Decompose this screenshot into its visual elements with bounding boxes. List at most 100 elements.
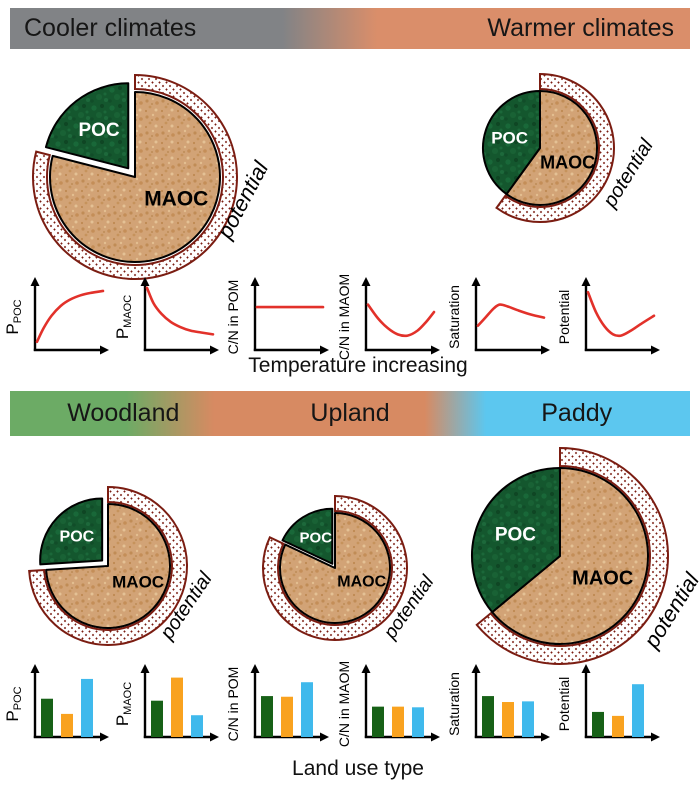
upland-potential-ring (262, 494, 408, 641)
bar-woodland (41, 698, 53, 737)
bar-paddy (301, 682, 314, 737)
upland-label: Upland (310, 399, 390, 427)
bar-upland (391, 706, 404, 737)
paddy-poc-slice (470, 467, 561, 614)
cooler-maoc-sector (49, 91, 221, 263)
trend-curve (366, 303, 435, 338)
x-axis-arrow (430, 345, 440, 355)
bar-chart-p-maoc: PMAOC (113, 664, 220, 742)
landuse-axis-label: Land use type (292, 757, 424, 780)
bar-woodland (591, 711, 604, 737)
line-chart-cn-in-maom: C/N in MAOM (336, 274, 440, 360)
x-axis-arrow (210, 345, 220, 355)
bar-upland (501, 702, 514, 737)
temperature-axis-label: Temperature increasing (248, 354, 468, 377)
trend-curve (145, 286, 215, 336)
line-chart-saturation: Saturation (446, 277, 550, 355)
bar-paddy (191, 715, 204, 737)
bar-upland (611, 715, 624, 737)
y-axis-arrow (361, 664, 371, 673)
y-axis-label: Potential (556, 290, 572, 344)
y-axis-label: C/N in POM (225, 280, 241, 355)
y-axis-label: Potential (556, 677, 572, 731)
paddy-maoc-label: MAOC (572, 568, 633, 590)
warmer-poc-label: POC (491, 129, 528, 148)
bar-woodland (261, 696, 274, 737)
landuse-gradient-banner: Woodland Upland Paddy (10, 391, 690, 436)
cooler-climates-label: Cooler climates (24, 14, 197, 42)
cooler-poc-label: POC (78, 120, 119, 141)
bar-chart-p-poc: PPOC (3, 664, 109, 742)
woodland-maoc-label: MAOC (112, 573, 164, 592)
trend-curve (476, 303, 546, 327)
y-axis-label: Saturation (446, 285, 462, 349)
bar-upland (171, 677, 184, 737)
warmer-climates-label: Warmer climates (487, 14, 674, 42)
y-axis-arrow (250, 277, 260, 286)
y-axis-label: Saturation (446, 672, 462, 736)
woodland-label: Woodland (67, 399, 180, 427)
x-axis-arrow (540, 345, 550, 355)
trend-curve (35, 289, 105, 344)
y-axis-arrow (471, 277, 481, 286)
y-axis-arrow (581, 277, 591, 286)
bar-upland (281, 696, 294, 737)
trend-curve (586, 290, 656, 338)
bar-upland (61, 713, 73, 737)
y-axis-label: PPOC (3, 299, 24, 334)
bar-paddy (411, 707, 424, 737)
line-chart-cn-in-pom: C/N in POM (225, 277, 330, 355)
y-axis-label: PMAOC (113, 682, 134, 726)
bar-paddy (81, 678, 93, 737)
y-axis-arrow (471, 664, 481, 673)
paddy-poc-label: POC (495, 525, 536, 546)
x-axis-arrow (650, 345, 660, 355)
woodland-maoc-sector (45, 503, 171, 629)
y-axis-label: PMAOC (113, 295, 134, 339)
y-axis-label: C/N in MAOM (336, 274, 352, 360)
woodland-poc-slice (39, 497, 104, 566)
line-chart-p-maoc: PMAOC (113, 277, 220, 355)
y-axis-arrow (30, 277, 40, 286)
bar-woodland (151, 700, 164, 737)
upland-maoc-sector (278, 512, 391, 624)
x-axis-arrow (540, 732, 550, 742)
y-axis-arrow (140, 277, 150, 286)
bar-woodland (371, 706, 384, 737)
y-axis-arrow (30, 664, 40, 673)
upland-maoc-label: MAOC (337, 574, 386, 591)
x-axis-arrow (320, 345, 330, 355)
bar-paddy (631, 684, 644, 737)
climate-gradient-banner: Cooler climates Warmer climates (10, 8, 690, 49)
paddy-label: Paddy (541, 399, 613, 427)
y-axis-label: C/N in POM (225, 667, 241, 742)
warmer-maoc-label: MAOC (540, 153, 595, 173)
paddy-potential-ring (475, 446, 669, 665)
cooler-maoc-label: MAOC (144, 187, 208, 210)
cooler-potential-ring (31, 73, 238, 280)
bar-chart-potential: Potential (556, 664, 660, 742)
bar-chart-cn-in-pom: C/N in POM (225, 664, 330, 742)
landuse-bar-chart-row: PPOC PMAOC C/N in POM C/N in MAOM Satura… (3, 661, 660, 755)
paddy-maoc-sector (491, 467, 649, 645)
bar-paddy (521, 701, 534, 737)
bar-chart-cn-in-maom: C/N in MAOM (336, 661, 440, 747)
line-chart-potential: Potential (556, 277, 660, 355)
bar-woodland (481, 696, 494, 737)
x-axis-arrow (320, 732, 330, 742)
x-axis-arrow (100, 732, 109, 742)
x-axis-arrow (210, 732, 220, 742)
warmer-maoc-sector (505, 90, 598, 206)
warmer-poc-slice (482, 90, 541, 196)
y-axis-arrow (140, 664, 150, 673)
x-axis-arrow (100, 345, 109, 355)
upland-poc-label: POC (300, 529, 333, 546)
x-axis-arrow (430, 732, 440, 742)
bar-chart-saturation: Saturation (446, 664, 550, 742)
woodland-poc-label: POC (60, 528, 95, 545)
